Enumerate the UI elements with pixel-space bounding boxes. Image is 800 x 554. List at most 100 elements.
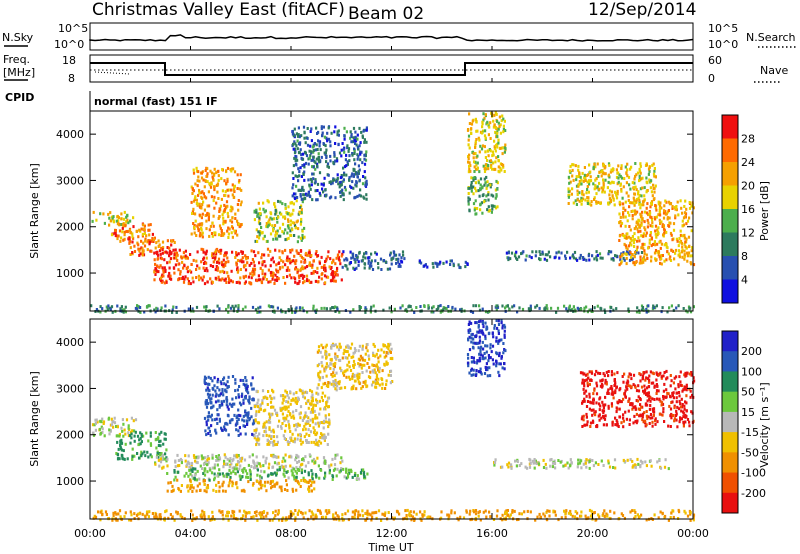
range-gate-cell [522, 250, 525, 254]
range-gate-cell [500, 319, 503, 323]
range-gate-cell [479, 187, 482, 191]
range-gate-cell [314, 180, 317, 184]
range-gate-cell [607, 250, 611, 253]
range-gate-cell [500, 338, 503, 342]
range-gate-cell [339, 183, 342, 187]
range-gate-cell [257, 306, 260, 310]
range-gate-cell [591, 459, 594, 462]
range-gate-cell [348, 191, 351, 195]
range-gate-cell [289, 402, 292, 406]
range-gate-cell [336, 453, 339, 457]
range-gate-cell [497, 370, 500, 374]
range-gate-cell [601, 256, 604, 260]
range-gate-cell [258, 261, 261, 265]
range-gate-cell [263, 253, 266, 257]
range-gate-cell [625, 171, 628, 175]
colorbar-tick-label: 12 [741, 227, 755, 240]
range-gate-cell [251, 483, 255, 487]
range-gate-cell [490, 210, 493, 214]
range-gate-cell [227, 305, 230, 309]
range-gate-cell [449, 259, 452, 263]
range-gate-cell [165, 250, 168, 254]
range-gate-cell [124, 432, 127, 436]
range-gate-cell [295, 423, 298, 427]
range-gate-cell [239, 414, 242, 418]
range-gate-cell [502, 130, 505, 134]
range-gate-cell [168, 246, 171, 250]
range-gate-cell [143, 232, 146, 235]
range-gate-cell [635, 173, 638, 177]
range-gate-cell [573, 308, 577, 312]
range-gate-cell [580, 308, 583, 311]
range-gate-cell [624, 244, 627, 248]
range-gate-cell [223, 462, 226, 466]
range-gate-cell [391, 380, 394, 383]
range-gate-cell [653, 251, 657, 255]
range-gate-cell [128, 241, 131, 245]
range-gate-cell [311, 420, 314, 424]
range-gate-cell [631, 217, 634, 221]
range-gate-cell [625, 181, 628, 185]
range-gate-cell [285, 237, 288, 241]
range-gate-cell [300, 217, 303, 221]
range-gate-cell [313, 429, 316, 433]
range-gate-cell [318, 144, 321, 148]
range-gate-cell [160, 452, 163, 455]
range-gate-cell [333, 467, 337, 471]
range-gate-cell [508, 308, 511, 312]
range-gate-cell [293, 424, 296, 428]
range-gate-cell [502, 124, 505, 128]
range-gate-cell [218, 224, 222, 228]
range-gate-cell [363, 157, 366, 161]
range-gate-cell [172, 239, 175, 243]
range-gate-cell [263, 430, 266, 433]
range-gate-cell [324, 153, 327, 156]
range-gate-cell [250, 465, 253, 468]
range-gate-cell [218, 210, 221, 213]
range-gate-cell [640, 234, 643, 238]
range-gate-cell [295, 466, 298, 470]
range-gate-cell [203, 185, 206, 189]
range-gate-cell [180, 256, 183, 260]
range-gate-cell [467, 192, 470, 195]
range-gate-cell [634, 162, 637, 165]
range-gate-cell [252, 387, 255, 391]
range-gate-cell [298, 276, 301, 280]
range-gate-cell [682, 307, 685, 310]
range-gate-cell [114, 234, 117, 237]
range-gate-cell [324, 345, 327, 349]
range-gate-cell [470, 333, 473, 337]
range-gate-cell [324, 471, 327, 475]
range-gate-cell [658, 240, 661, 244]
range-gate-cell [640, 251, 644, 254]
range-gate-cell [258, 410, 261, 414]
range-gate-cell [340, 190, 343, 194]
range-gate-cell [141, 247, 144, 251]
range-gate-cell [310, 402, 313, 406]
range-gate-cell [349, 468, 353, 472]
range-gate-cell [336, 355, 339, 358]
range-gate-cell [107, 417, 110, 421]
range-gate-cell [575, 184, 579, 188]
range-gate-cell [289, 259, 292, 263]
range-gate-cell [316, 456, 319, 460]
range-gate-cell [262, 464, 265, 468]
colorbar-tick-label: 16 [741, 203, 755, 216]
range-gate-cell [637, 192, 640, 196]
range-gate-cell [258, 310, 261, 314]
range-gate-cell [305, 391, 309, 395]
range-gate-cell [676, 239, 679, 243]
range-gate-cell [224, 253, 228, 257]
range-gate-cell [324, 394, 327, 398]
range-gate-cell [569, 164, 572, 168]
range-gate-cell [266, 442, 269, 446]
range-gate-cell [284, 395, 287, 399]
range-gate-cell [543, 257, 546, 261]
range-gate-cell [296, 399, 299, 403]
range-gate-cell [247, 400, 250, 403]
range-gate-cell [374, 385, 377, 389]
range-gate-cell [587, 190, 590, 194]
range-gate-cell [191, 490, 194, 493]
range-gate-cell [329, 267, 332, 271]
range-gate-cell [576, 193, 579, 196]
